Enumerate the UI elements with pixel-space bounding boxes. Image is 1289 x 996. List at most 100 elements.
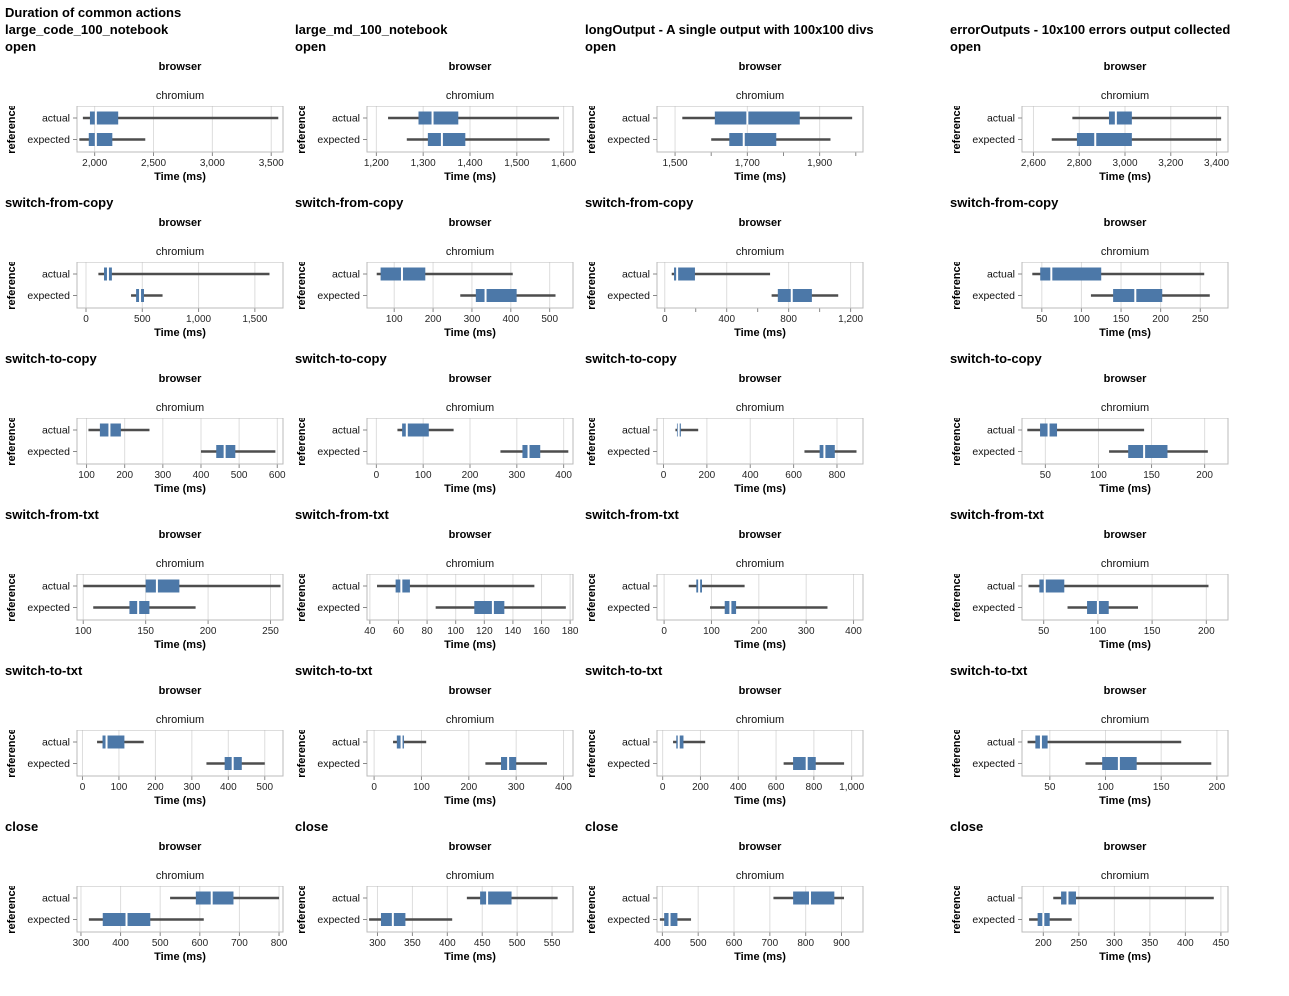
facet-cell: close browser chromium 300 400 500 600 700 800 ac… <box>5 818 295 974</box>
x-tick-label: 3,400 <box>1204 158 1229 169</box>
x-tick-label: 250 <box>262 626 279 637</box>
box-actual <box>466 891 558 905</box>
iqr-box <box>1128 445 1168 458</box>
x-axis-title: Time (ms) <box>734 327 786 339</box>
x-tick-label: 600 <box>785 470 802 481</box>
y-category-label: expected <box>27 290 70 302</box>
facet-row-title: switch-to-txt <box>5 663 83 678</box>
box-expected <box>804 445 857 458</box>
y-category-label: actual <box>42 893 70 905</box>
browser-facet-label: browser <box>448 841 492 853</box>
facet-cell: large_code_100_notebook open browser chromi… <box>5 21 295 194</box>
x-tick-label: 400 <box>730 782 747 793</box>
y-axis-title: reference <box>296 574 308 622</box>
y-category-label: actual <box>622 113 650 125</box>
box-expected <box>460 289 556 302</box>
x-tick-label: 150 <box>137 626 154 637</box>
y-axis-title: reference <box>296 262 308 310</box>
iqr-box <box>216 445 236 458</box>
x-tick-label: 900 <box>833 938 850 949</box>
y-category-label: expected <box>607 134 650 146</box>
engine-facet-label: chromium <box>445 870 495 882</box>
facet-cell: switch-from-txt browser chromium 0 100 200 300… <box>585 506 950 662</box>
x-tick-label: 100 <box>111 782 128 793</box>
x-axis-title: Time (ms) <box>734 171 786 183</box>
x-axis-title: Time (ms) <box>154 795 206 807</box>
x-tick-label: 600 <box>269 470 286 481</box>
y-category-label: actual <box>987 893 1015 905</box>
y-category-label: actual <box>622 893 650 905</box>
y-category-label: actual <box>332 737 360 749</box>
engine-facet-label: chromium <box>735 714 785 726</box>
box-actual <box>98 267 270 281</box>
y-category-label: actual <box>622 581 650 593</box>
x-tick-label: 200 <box>699 470 716 481</box>
y-axis-title: reference <box>6 262 18 310</box>
x-tick-label: 400 <box>742 470 759 481</box>
y-category-label: expected <box>317 602 360 614</box>
engine-facet-label: chromium <box>1100 246 1150 258</box>
x-tick-label: 1,500 <box>242 314 267 325</box>
x-tick-label: 700 <box>762 938 779 949</box>
y-category-label: actual <box>332 269 360 281</box>
x-tick-label: 350 <box>404 938 421 949</box>
x-tick-label: 800 <box>806 782 823 793</box>
x-tick-label: 0 <box>83 314 89 325</box>
y-axis-title: reference <box>951 418 963 466</box>
boxplot-grid: Duration of common actions large_code_10… <box>5 5 1289 974</box>
y-category-label: expected <box>317 134 360 146</box>
x-tick-label: 500 <box>690 938 707 949</box>
iqr-box <box>522 445 541 458</box>
box-actual <box>673 735 706 749</box>
box-actual <box>377 579 535 593</box>
box-actual <box>1027 423 1145 437</box>
x-tick-label: 1,500 <box>663 158 688 169</box>
facet-cell: switch-from-copy browser chromium 50 100 150 2… <box>950 194 1289 350</box>
y-axis-title: reference <box>296 418 308 466</box>
facet-row-title: switch-to-txt <box>295 663 373 678</box>
browser-facet-label: browser <box>738 685 782 697</box>
y-category-label: expected <box>317 914 360 926</box>
browser-facet-label: browser <box>738 841 782 853</box>
y-category-label: expected <box>607 290 650 302</box>
x-tick-label: 100 <box>413 782 430 793</box>
facet-col-title: errorOutputs - 10x100 errors output coll… <box>950 22 1231 37</box>
facet-row-title: switch-from-copy <box>5 195 114 210</box>
box-actual <box>82 111 279 125</box>
x-axis-title: Time (ms) <box>154 483 206 495</box>
x-axis-title: Time (ms) <box>154 327 206 339</box>
y-category-label: actual <box>622 737 650 749</box>
y-category-label: expected <box>607 446 650 458</box>
x-tick-label: 400 <box>845 626 862 637</box>
engine-facet-label: chromium <box>735 558 785 570</box>
x-tick-label: 500 <box>134 314 151 325</box>
plot-frame <box>366 418 574 465</box>
x-tick-label: 400 <box>439 938 456 949</box>
iqr-box <box>1061 891 1076 905</box>
x-axis-title: Time (ms) <box>1099 795 1151 807</box>
x-tick-label: 400 <box>502 314 519 325</box>
engine-facet-label: chromium <box>1100 558 1150 570</box>
x-tick-label: 550 <box>544 938 561 949</box>
x-tick-label: 60 <box>393 626 405 637</box>
x-tick-label: 200 <box>200 626 217 637</box>
facet-row: switch-to-copy browser chromium 100 200 300 40… <box>5 350 1289 506</box>
y-category-label: actual <box>332 113 360 125</box>
x-tick-label: 400 <box>193 470 210 481</box>
y-axis-title: reference <box>586 574 598 622</box>
y-category-label: actual <box>987 113 1015 125</box>
facet-cell: switch-from-copy browser chromium 100 200 300… <box>295 194 585 350</box>
x-tick-label: 400 <box>654 938 671 949</box>
x-tick-label: 200 <box>1196 470 1213 481</box>
iqr-box <box>1076 133 1132 146</box>
x-tick-label: 300 <box>369 938 386 949</box>
box-expected <box>435 601 566 614</box>
boxplot-svg: 300 400 500 600 700 800 actual expected referenc… <box>6 886 288 963</box>
facet-row-title: switch-from-txt <box>5 507 99 522</box>
facet-row: switch-from-txt browser chromium 100 150 200 2… <box>5 506 1289 662</box>
facet-row-title: close <box>295 819 329 834</box>
engine-facet-label: chromium <box>445 402 495 414</box>
x-tick-label: 1,400 <box>457 158 482 169</box>
y-category-label: expected <box>972 602 1015 614</box>
x-tick-label: 450 <box>1213 938 1230 949</box>
